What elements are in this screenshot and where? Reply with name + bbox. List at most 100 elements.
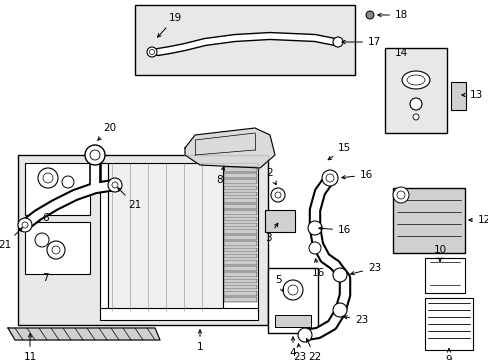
Bar	[224, 297, 257, 302]
Circle shape	[297, 328, 311, 342]
Circle shape	[149, 49, 154, 54]
Bar	[224, 279, 257, 283]
Text: 15: 15	[327, 143, 350, 160]
Text: 23: 23	[293, 344, 306, 360]
Text: 7: 7	[42, 273, 48, 283]
Circle shape	[18, 218, 32, 232]
Circle shape	[396, 191, 404, 199]
Text: 16: 16	[311, 259, 324, 278]
Circle shape	[38, 168, 58, 188]
Text: 21: 21	[0, 228, 22, 250]
Circle shape	[308, 242, 320, 254]
Text: 3: 3	[264, 223, 277, 243]
Circle shape	[47, 241, 65, 259]
Bar	[224, 273, 257, 277]
Circle shape	[332, 37, 342, 47]
Polygon shape	[184, 128, 274, 168]
Bar	[18, 155, 267, 325]
Text: 18: 18	[377, 10, 407, 20]
Bar	[224, 260, 257, 265]
Circle shape	[43, 173, 53, 183]
Circle shape	[85, 145, 105, 165]
Text: 19: 19	[157, 13, 181, 37]
Text: 16: 16	[341, 170, 372, 180]
Text: 8: 8	[216, 167, 224, 185]
Bar	[224, 266, 257, 271]
Bar	[224, 210, 257, 215]
Bar	[224, 192, 257, 196]
Text: 17: 17	[341, 37, 381, 47]
Bar	[223, 163, 258, 311]
Bar	[224, 204, 257, 209]
Bar	[224, 173, 257, 178]
Bar	[224, 242, 257, 246]
Bar	[224, 248, 257, 252]
Bar	[224, 167, 257, 171]
Text: 23: 23	[343, 315, 367, 325]
Bar	[424, 258, 464, 293]
Bar	[274, 315, 310, 327]
Circle shape	[112, 182, 118, 188]
Text: 22: 22	[306, 338, 321, 360]
Text: 11: 11	[23, 334, 37, 360]
Circle shape	[90, 150, 100, 160]
Bar	[224, 186, 257, 190]
Bar	[224, 285, 257, 289]
Circle shape	[108, 178, 122, 192]
Bar	[100, 163, 108, 311]
Circle shape	[365, 11, 373, 19]
Circle shape	[35, 233, 49, 247]
Bar	[224, 179, 257, 184]
Bar	[224, 198, 257, 202]
Bar	[224, 291, 257, 296]
Text: 9: 9	[445, 349, 451, 360]
Bar	[264, 210, 294, 232]
Circle shape	[321, 170, 337, 186]
Circle shape	[147, 47, 157, 57]
Circle shape	[270, 188, 285, 202]
Text: 23: 23	[350, 263, 381, 275]
Circle shape	[62, 176, 74, 188]
Bar	[224, 235, 257, 240]
Circle shape	[332, 268, 346, 282]
Bar	[224, 229, 257, 234]
Circle shape	[409, 98, 421, 110]
Circle shape	[412, 114, 418, 120]
Bar	[267, 268, 317, 333]
Text: 20: 20	[98, 123, 116, 140]
Bar	[25, 163, 90, 215]
Text: 14: 14	[394, 48, 407, 58]
Bar	[450, 82, 465, 110]
Text: 13: 13	[461, 90, 482, 100]
Bar	[224, 223, 257, 227]
Circle shape	[392, 187, 408, 203]
Ellipse shape	[401, 71, 429, 89]
Text: 10: 10	[432, 245, 446, 261]
Circle shape	[283, 280, 303, 300]
Circle shape	[332, 303, 346, 317]
Ellipse shape	[406, 75, 424, 85]
Text: 21: 21	[118, 188, 142, 210]
Bar	[224, 254, 257, 258]
Bar	[135, 5, 354, 75]
Text: 4: 4	[289, 337, 296, 358]
Text: 2: 2	[266, 168, 276, 185]
Circle shape	[287, 285, 297, 295]
Bar	[384, 48, 446, 133]
Circle shape	[307, 221, 321, 235]
Text: 5: 5	[274, 275, 283, 292]
Circle shape	[274, 192, 281, 198]
Text: 16: 16	[318, 225, 350, 235]
Text: 1: 1	[196, 330, 203, 352]
Bar	[392, 188, 464, 253]
Circle shape	[22, 222, 28, 228]
Bar	[100, 308, 258, 320]
Text: 12: 12	[468, 215, 488, 225]
Circle shape	[52, 246, 60, 254]
Circle shape	[325, 174, 333, 182]
Bar	[424, 298, 472, 350]
Bar	[108, 163, 223, 311]
Text: 6: 6	[42, 213, 48, 223]
Bar	[224, 217, 257, 221]
Polygon shape	[8, 328, 160, 340]
